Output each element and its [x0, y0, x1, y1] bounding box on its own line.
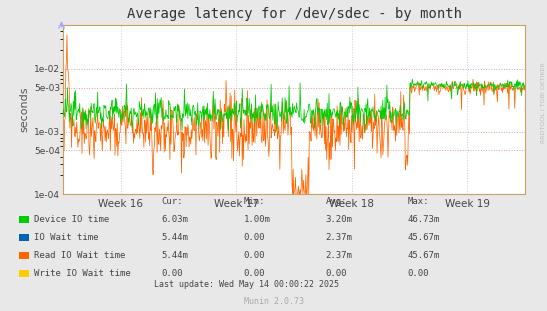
Text: Min:: Min:	[243, 197, 265, 206]
Text: 1.00m: 1.00m	[243, 215, 270, 224]
Y-axis label: seconds: seconds	[20, 87, 30, 132]
Text: 46.73m: 46.73m	[408, 215, 440, 224]
Text: 0.00: 0.00	[243, 269, 265, 278]
Text: 45.67m: 45.67m	[408, 251, 440, 260]
Text: 5.44m: 5.44m	[161, 233, 188, 242]
Text: 2.37m: 2.37m	[325, 251, 352, 260]
Text: 3.20m: 3.20m	[325, 215, 352, 224]
Text: 2.37m: 2.37m	[325, 233, 352, 242]
Text: 6.03m: 6.03m	[161, 215, 188, 224]
Text: Last update: Wed May 14 00:00:22 2025: Last update: Wed May 14 00:00:22 2025	[154, 280, 339, 289]
Text: 0.00: 0.00	[408, 269, 429, 278]
Text: 0.00: 0.00	[161, 269, 183, 278]
Text: Max:: Max:	[408, 197, 429, 206]
Text: Avg:: Avg:	[325, 197, 347, 206]
Text: 0.00: 0.00	[325, 269, 347, 278]
Text: Read IO Wait time: Read IO Wait time	[34, 251, 126, 260]
Text: RRDTOOL / TOBI OETIKER: RRDTOOL / TOBI OETIKER	[541, 62, 546, 143]
Title: Average latency for /dev/sdec - by month: Average latency for /dev/sdec - by month	[126, 7, 462, 21]
Text: Write IO Wait time: Write IO Wait time	[34, 269, 131, 278]
Text: Cur:: Cur:	[161, 197, 183, 206]
Text: 0.00: 0.00	[243, 251, 265, 260]
Text: Munin 2.0.73: Munin 2.0.73	[243, 297, 304, 306]
Text: 45.67m: 45.67m	[408, 233, 440, 242]
Text: IO Wait time: IO Wait time	[34, 233, 99, 242]
Text: 0.00: 0.00	[243, 233, 265, 242]
Text: 5.44m: 5.44m	[161, 251, 188, 260]
Text: Device IO time: Device IO time	[34, 215, 110, 224]
